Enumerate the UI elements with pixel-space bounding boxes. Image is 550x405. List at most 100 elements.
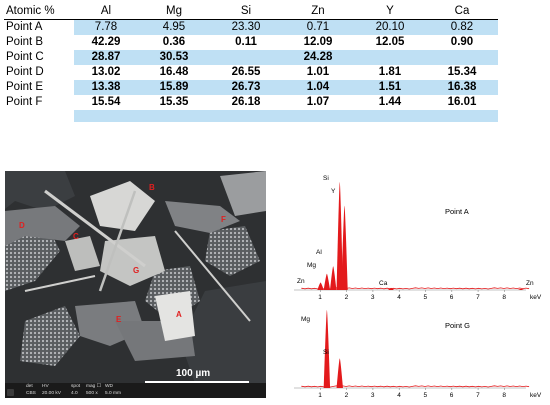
cell-y: 1.44 (354, 95, 426, 110)
axis-tick-label: 8 (502, 294, 507, 301)
cell-mg: 4.95 (138, 19, 210, 35)
cell-y: 1.51 (354, 80, 426, 95)
info-spot-value: 4.0 (71, 391, 78, 396)
cell-mg: 15.35 (138, 95, 210, 110)
cell-ca (426, 50, 498, 65)
peak-label-si: Si (323, 349, 329, 356)
table-row-point-b: Point B 42.29 0.36 0.11 12.09 12.05 0.90 (4, 35, 498, 50)
cell-si: 23.30 (210, 19, 282, 35)
spectrum-point-name: Point G (445, 321, 471, 330)
info-wd-label: WD (105, 384, 113, 389)
axis-tick-label: 6 (449, 392, 454, 399)
header-mg: Mg (138, 4, 210, 20)
point-label-f: F (221, 215, 226, 224)
axis-tick-label: 5 (423, 392, 428, 399)
logo-icon (7, 389, 14, 396)
sem-micrograph: B F D C G E A 100 µm det CBS HV 20.00 kV… (5, 171, 266, 398)
axis-tick-label: 6 (449, 294, 454, 301)
axis-tick-label: 7 (476, 294, 480, 301)
cell-si: 26.55 (210, 65, 282, 80)
axis-tick-label: 8 (502, 392, 507, 399)
peak-label-zn-k: Zn (526, 280, 534, 287)
cell-zn: 1.04 (282, 80, 354, 95)
cell-si (210, 50, 282, 65)
eds-spectrum-point-a: Point A Si Y Al Mg Zn Ca Zn 1 2 3 4 5 6 7 8 keV (286, 172, 548, 302)
axis-unit-kev: keV (530, 392, 542, 399)
cell-y: 12.05 (354, 35, 426, 50)
cell-si: 26.18 (210, 95, 282, 110)
header-si: Si (210, 4, 282, 20)
table-row-point-a: Point A 7.78 4.95 23.30 0.71 20.10 0.82 (4, 19, 498, 35)
spectrum-point-name: Point A (445, 207, 469, 216)
info-det-value: CBS (26, 391, 36, 396)
info-mag-label: mag ☐ (86, 384, 101, 389)
cell-y (354, 50, 426, 65)
cell-zn: 1.07 (282, 95, 354, 110)
sem-image (5, 171, 266, 383)
axis-tick-label: 2 (344, 294, 349, 301)
eds-spectrum-point-g: Point G Mg Si 1 2 3 4 5 6 7 8 keV (286, 304, 548, 402)
peak-label-mg: Mg (307, 262, 317, 269)
axis-tick-label: 7 (476, 392, 480, 399)
cell-ca: 16.01 (426, 95, 498, 110)
cell-al: 28.87 (74, 50, 138, 65)
cell-mg: 16.48 (138, 65, 210, 80)
row-label: Point C (4, 50, 74, 65)
composition-table: Atomic % Al Mg Si Zn Y Ca Point A 7.78 4… (4, 4, 498, 122)
axis-tick-label: 5 (423, 294, 428, 301)
axis-tick-label: 1 (318, 294, 322, 301)
cell-y: 20.10 (354, 19, 426, 35)
cell-zn: 0.71 (282, 19, 354, 35)
spectrum-baseline (301, 385, 530, 388)
table-row-point-d: Point D 13.02 16.48 26.55 1.01 1.81 15.3… (4, 65, 498, 80)
header-atomic-percent: Atomic % (4, 4, 74, 20)
cell-al: 13.02 (74, 65, 138, 80)
axis-tick-label: 3 (370, 294, 375, 301)
axis-tick-label: 3 (370, 392, 375, 399)
axis-tick-label: 4 (397, 392, 401, 399)
cell-y: 1.81 (354, 65, 426, 80)
row-label: Point D (4, 65, 74, 80)
spectrum-peak-zn (317, 282, 324, 290)
point-label-c: C (73, 232, 79, 241)
cell-zn: 24.28 (282, 50, 354, 65)
row-label: Point B (4, 35, 74, 50)
header-ca: Ca (426, 4, 498, 20)
info-hv-value: 20.00 kV (42, 391, 61, 396)
cell-ca: 0.90 (426, 35, 498, 50)
axis-tick-label: 4 (397, 294, 401, 301)
header-y: Y (354, 4, 426, 20)
peak-label-zn-l: Zn (297, 278, 305, 285)
cell-mg: 0.36 (138, 35, 210, 50)
point-label-b: B (149, 183, 155, 192)
spectrum-plot (294, 310, 530, 390)
spectrum-peak-ca (387, 287, 395, 290)
info-hv-label: HV (42, 384, 49, 389)
axis-tick-label: 1 (318, 392, 322, 399)
cell-al: 42.29 (74, 35, 138, 50)
header-zn: Zn (282, 4, 354, 20)
peak-label-ca: Ca (379, 280, 388, 287)
row-label: Point A (4, 19, 74, 35)
spectrum-peak-al (329, 266, 337, 290)
cell-zn: 1.01 (282, 65, 354, 80)
info-det-label: det (26, 384, 33, 389)
peak-label-si: Si (323, 175, 329, 182)
row-label: Point F (4, 95, 74, 110)
cell-mg: 15.89 (138, 80, 210, 95)
spectrum-peak-si (336, 358, 343, 388)
cell-zn: 12.09 (282, 35, 354, 50)
info-wd-value: 5.0 mm (105, 391, 121, 396)
axis-tick-label: 2 (344, 392, 349, 399)
spectrum-peak-mg (323, 273, 331, 290)
table-row-point-f: Point F 15.54 15.35 26.18 1.07 1.44 16.0… (4, 95, 498, 110)
info-spot-label: spot (71, 384, 81, 389)
peak-label-al: Al (316, 249, 322, 256)
point-label-e: E (116, 315, 122, 324)
cell-ca: 15.34 (426, 65, 498, 80)
cell-al: 7.78 (74, 19, 138, 35)
table-row-point-e: Point E 13.38 15.89 26.73 1.04 1.51 16.3… (4, 80, 498, 95)
spectrum-plot (294, 182, 530, 292)
cell-si: 0.11 (210, 35, 282, 50)
cell-al: 15.54 (74, 95, 138, 110)
